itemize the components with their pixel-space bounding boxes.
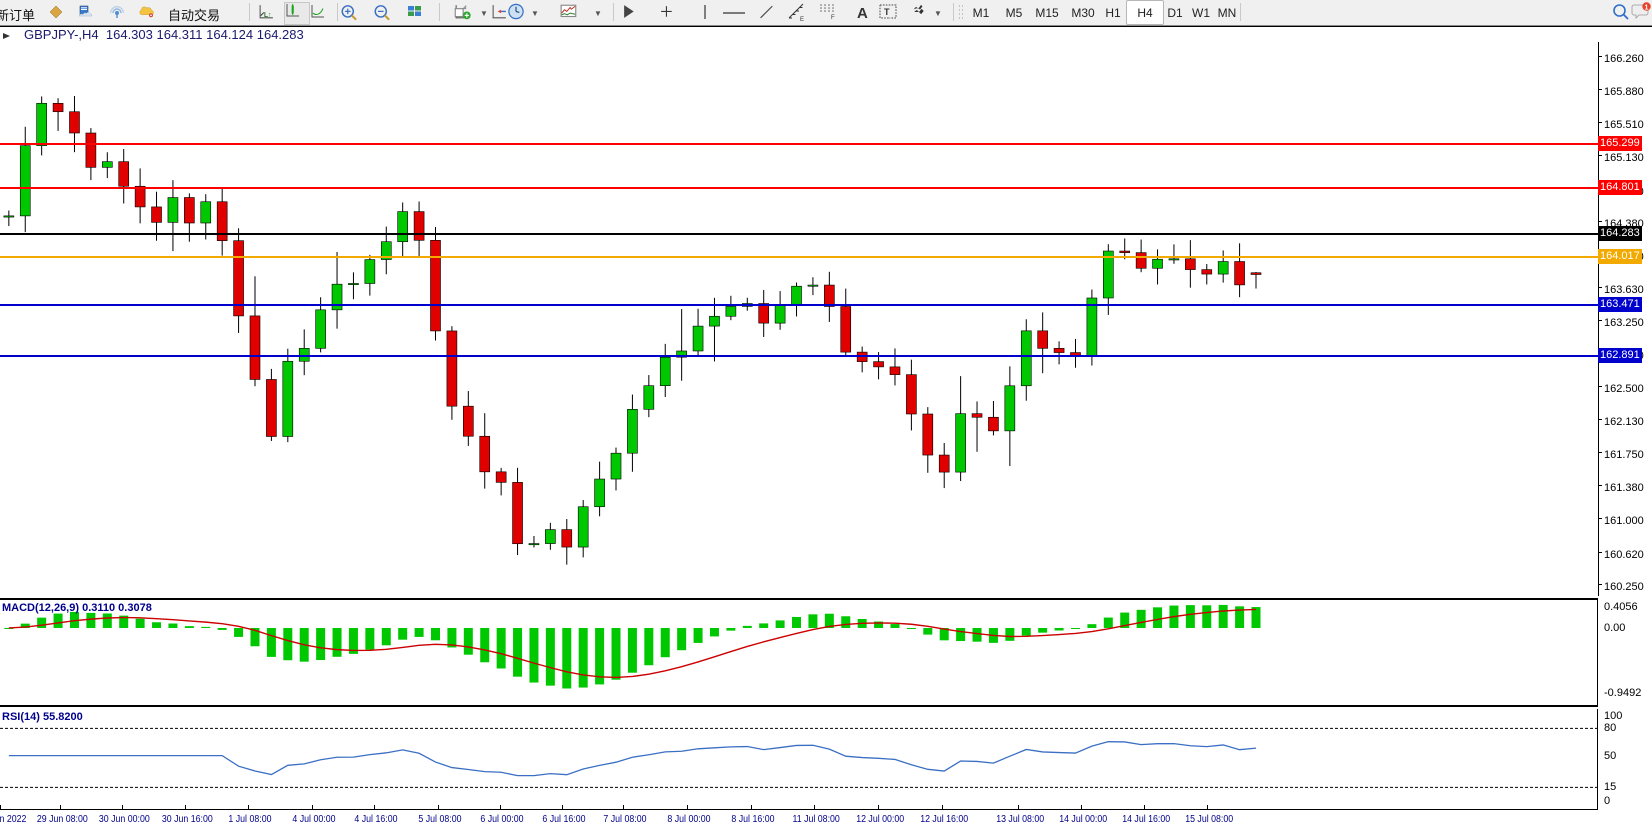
svg-text:L↑: L↑ xyxy=(264,12,272,19)
svg-text:E: E xyxy=(800,17,804,22)
svg-text:T: T xyxy=(884,7,890,17)
svg-text:F: F xyxy=(831,15,835,20)
svg-text:1: 1 xyxy=(1645,4,1649,11)
